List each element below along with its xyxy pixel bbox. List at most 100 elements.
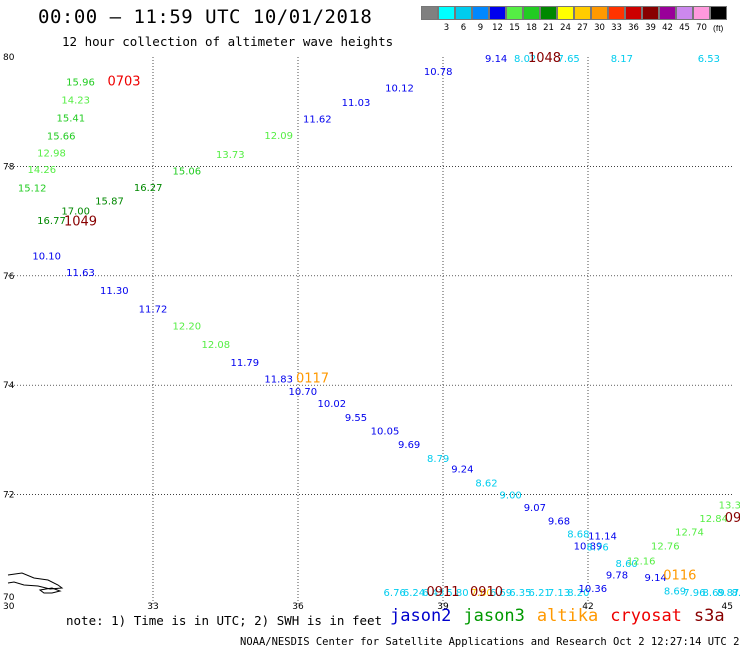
satellite-label: altika bbox=[536, 606, 599, 626]
chart-title: 00:00 – 11:59 UTC 10/01/2018 bbox=[38, 6, 373, 28]
swh-value-label: 8.60 bbox=[616, 559, 638, 570]
legend-swatch bbox=[438, 6, 455, 20]
swh-value-label: 15.41 bbox=[57, 114, 86, 125]
swh-value-label: 10.10 bbox=[32, 251, 61, 262]
legend-swatch bbox=[540, 6, 557, 20]
legend-swatch bbox=[659, 6, 676, 20]
legend-swatch-label: 3 bbox=[443, 23, 450, 33]
footnote: note: 1) Time is in UTC; 2) SWH is in fe… bbox=[66, 613, 383, 628]
legend-swatch-label: 6 bbox=[460, 23, 467, 33]
swh-value-label: 5.80 bbox=[446, 588, 468, 599]
swh-value-label: 10.12 bbox=[385, 83, 414, 94]
swh-value-label: 15.06 bbox=[173, 167, 202, 178]
legend-swatch bbox=[710, 6, 727, 20]
legend-swatch bbox=[642, 6, 659, 20]
swh-value-label: 9.00 bbox=[500, 490, 522, 501]
y-tick-label: 78 bbox=[3, 162, 15, 172]
x-tick-label: 42 bbox=[582, 602, 593, 612]
coastline bbox=[38, 587, 62, 594]
legend-swatch-label: 12 bbox=[492, 23, 503, 33]
satellite-label: s3a bbox=[693, 606, 725, 626]
swh-value-label: 9.14 bbox=[485, 54, 507, 65]
satellite-label: jason2 bbox=[390, 606, 452, 626]
swh-value-label: 7.96 bbox=[683, 588, 705, 599]
legend-swatch-label: 24 bbox=[560, 23, 571, 33]
x-tick-label: 39 bbox=[437, 602, 449, 612]
swh-value-label: 6.35 bbox=[509, 588, 531, 599]
legend-swatch-label: 70 bbox=[696, 23, 707, 33]
swh-value-label: 15.12 bbox=[18, 184, 47, 195]
swh-value-label: 8.68 bbox=[567, 529, 589, 540]
swh-value-label: 12.08 bbox=[202, 340, 231, 351]
swh-value-label: 15.66 bbox=[47, 132, 76, 143]
legend-swatch bbox=[676, 6, 693, 20]
legend-swatch-label: 9 bbox=[477, 23, 484, 33]
swh-value-label: 8.79 bbox=[427, 454, 449, 465]
satellite-label: jason3 bbox=[463, 606, 525, 626]
swh-value-label: 13.73 bbox=[216, 150, 245, 161]
swh-value-label: 10.02 bbox=[318, 399, 347, 410]
swh-value-label: 7.13 bbox=[548, 588, 570, 599]
satellite-label: cryosat bbox=[610, 606, 682, 626]
swh-value-label: 8.76 bbox=[587, 542, 609, 553]
legend-swatch-label: 36 bbox=[628, 23, 639, 33]
swh-value-label: 9.24 bbox=[451, 465, 473, 476]
swh-value-label: 10.05 bbox=[371, 426, 400, 437]
x-tick-label: 45 bbox=[722, 602, 733, 612]
swh-value-label: 11.14 bbox=[588, 531, 617, 542]
legend-swatch-label: 39 bbox=[645, 23, 656, 33]
legend-swatch bbox=[608, 6, 625, 20]
swh-value-label: 9.78 bbox=[606, 570, 628, 581]
swh-value-label: 6.21 bbox=[529, 588, 551, 599]
x-tick-label: 33 bbox=[147, 602, 158, 612]
legend-swatch-label: 27 bbox=[577, 23, 588, 33]
legend-swatch bbox=[625, 6, 642, 20]
swh-value-label: 6.76 bbox=[384, 588, 406, 599]
swh-value-label: 15.96 bbox=[66, 77, 95, 88]
swh-value-label: 9.68 bbox=[548, 517, 570, 528]
legend-swatch bbox=[421, 6, 438, 20]
swh-value-label: 8.17 bbox=[611, 54, 633, 65]
legend-swatch-label: 30 bbox=[594, 23, 605, 33]
swh-value-label: 15.87 bbox=[95, 197, 124, 208]
legend-swatch-label: 42 bbox=[662, 23, 673, 33]
swh-value-label: 6.53 bbox=[698, 54, 720, 65]
swh-value-label: 11.62 bbox=[303, 115, 332, 126]
coastline bbox=[7, 572, 64, 590]
legend-swatch bbox=[574, 6, 591, 20]
swh-value-label: 11.72 bbox=[139, 304, 168, 315]
swh-value-label: 8.20 bbox=[732, 588, 740, 599]
legend-swatch bbox=[523, 6, 540, 20]
satellite-legend: jason2 jason3 altika cryosat s3a bbox=[390, 606, 737, 626]
x-tick-label: 36 bbox=[292, 602, 304, 612]
swh-value-label: 8.87 bbox=[717, 588, 739, 599]
swh-value-label: 17.00 bbox=[61, 207, 90, 218]
y-tick-label: 76 bbox=[3, 272, 15, 282]
legend-swatch bbox=[693, 6, 710, 20]
swh-value-label: 8.02 bbox=[514, 54, 536, 65]
time-label: 0117 bbox=[296, 371, 329, 386]
swh-value-label: 7.65 bbox=[558, 54, 580, 65]
swh-value-label: 16.27 bbox=[134, 183, 163, 194]
time-label: 0910 bbox=[470, 585, 503, 600]
swh-value-label: 11.03 bbox=[342, 98, 371, 109]
swh-value-label: 11.30 bbox=[100, 286, 129, 297]
swh-value-label: 11.79 bbox=[231, 358, 260, 369]
swh-value-label: 11.63 bbox=[66, 268, 95, 279]
time-label: 09 bbox=[725, 511, 740, 526]
legend-swatch bbox=[506, 6, 523, 20]
swh-value-label: 10.36 bbox=[579, 584, 608, 595]
swh-value-label: 8.69 bbox=[703, 588, 725, 599]
swh-value-label: 12.74 bbox=[675, 528, 704, 539]
swh-value-label: 7.00 bbox=[471, 588, 493, 599]
legend-swatch-label: 33 bbox=[611, 23, 622, 33]
swh-value-label: 10.70 bbox=[289, 387, 318, 398]
swh-value-label: 12.20 bbox=[173, 321, 202, 332]
swh-value-label: 12.76 bbox=[651, 541, 680, 552]
y-tick-label: 70 bbox=[3, 593, 15, 603]
swh-value-label: 8.69 bbox=[664, 587, 686, 598]
swh-value-label: 13.33 bbox=[719, 500, 740, 511]
swh-value-label: 12.09 bbox=[264, 131, 293, 142]
legend-swatch bbox=[557, 6, 574, 20]
